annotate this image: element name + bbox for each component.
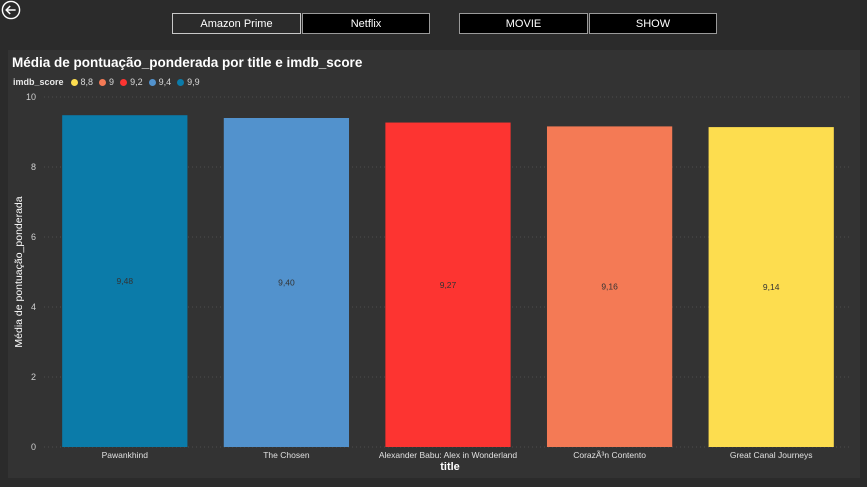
bar[interactable] (546, 126, 673, 448)
chart-title: Média de pontuação_ponderada por title e… (12, 55, 363, 70)
legend-dot (99, 78, 107, 86)
data-label: 9,27 (440, 280, 457, 290)
x-tick-label: The Chosen (263, 450, 310, 460)
legend-dot (148, 78, 156, 86)
slicer-netflix-button[interactable]: Netflix (302, 13, 430, 34)
legend-label: 9,2 (130, 77, 143, 87)
slicer-movie-button[interactable]: MOVIE (459, 13, 588, 34)
legend-item[interactable]: 9,2 (120, 77, 143, 87)
slicer-amazon-prime-button[interactable]: Amazon Prime (172, 13, 301, 34)
back-button[interactable] (1, 0, 21, 20)
x-tick-label: Alexander Babu: Alex in Wonderland (379, 450, 518, 460)
y-axis-title: Média de pontuação_ponderada (13, 196, 25, 347)
data-label: 9,40 (278, 278, 295, 288)
legend-dot (177, 78, 185, 86)
y-tick-label: 8 (31, 162, 36, 172)
y-tick-label: 4 (31, 302, 36, 312)
back-arrow-icon (1, 0, 21, 20)
legend-item[interactable]: 9,4 (148, 77, 172, 87)
bar[interactable] (62, 115, 188, 447)
legend-dot (70, 78, 78, 86)
legend-item[interactable]: 8,8 (70, 77, 94, 87)
y-tick-label: 10 (26, 92, 36, 102)
legend-item[interactable]: 9 (99, 77, 114, 87)
data-label: 9,48 (117, 276, 134, 286)
bar[interactable] (708, 127, 834, 447)
legend-label: 9 (109, 77, 115, 87)
x-tick-label: CorazÃ³n Contento (573, 450, 646, 460)
bar[interactable] (385, 122, 511, 448)
chart-legend: imdb_score 8,8 9 9,2 9,4 9,9 (13, 76, 200, 88)
x-axis-title: title (440, 461, 460, 473)
x-tick-label: Pawankhind (102, 450, 149, 460)
y-tick-label: 2 (31, 372, 36, 382)
bar[interactable] (223, 118, 350, 447)
data-label: 9,14 (763, 282, 780, 292)
legend-label: 9,9 (187, 77, 200, 87)
slicer-show-button[interactable]: SHOW (589, 13, 717, 34)
legend-dot (120, 78, 128, 86)
x-tick-label: Great Canal Journeys (730, 450, 813, 460)
y-tick-label: 0 (31, 442, 36, 452)
legend-title: imdb_score (13, 77, 64, 87)
legend-label: 8,8 (80, 77, 94, 87)
legend-label: 9,4 (158, 77, 172, 87)
data-label: 9,16 (601, 282, 618, 292)
legend-item[interactable]: 9,9 (177, 77, 200, 87)
y-tick-label: 6 (31, 232, 36, 242)
